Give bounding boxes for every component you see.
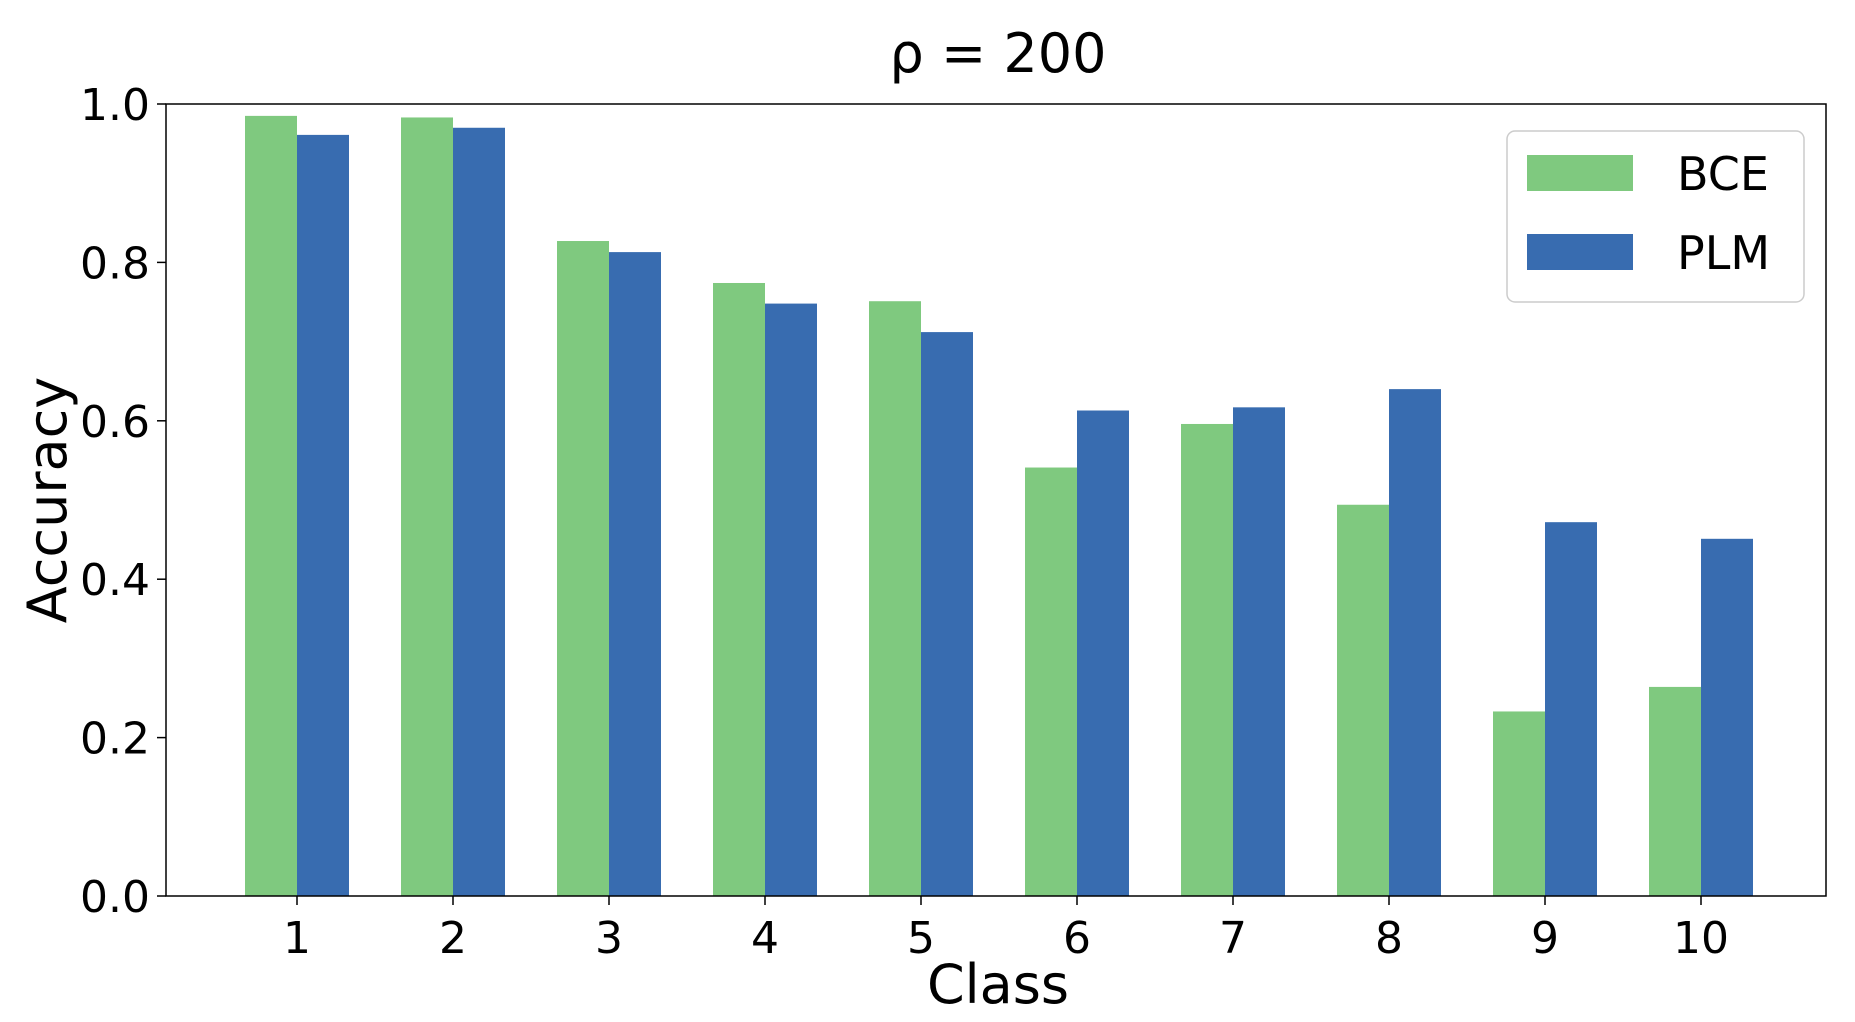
- x-tick-label: 8: [1375, 913, 1403, 964]
- bar-plm-class-5: [921, 332, 973, 896]
- bar-plm-class-8: [1389, 389, 1441, 896]
- bar-bce-class-10: [1649, 686, 1701, 896]
- bars-group: [245, 115, 1753, 897]
- y-tick-label: 0.8: [80, 238, 150, 289]
- bar-bce-class-2: [401, 117, 453, 897]
- legend-swatch-bce: [1527, 155, 1633, 191]
- bar-plm-class-3: [609, 252, 661, 896]
- x-tick-label: 4: [751, 913, 779, 964]
- y-tick-label: 0.6: [80, 397, 150, 448]
- y-axis-label: Accuracy: [16, 377, 79, 624]
- x-tick-label: 7: [1219, 913, 1247, 964]
- legend-label-plm: PLM: [1677, 226, 1770, 280]
- bar-plm-class-1: [297, 134, 349, 896]
- legend-label-bce: BCE: [1677, 147, 1769, 201]
- x-axis-label: Class: [927, 953, 1069, 1016]
- bar-bce-class-4: [713, 282, 765, 896]
- x-tick-label: 6: [1063, 913, 1091, 964]
- plot-frame: [165, 103, 1827, 897]
- y-axis: 0.0 0.2 0.4 0.6 0.8 1.0: [80, 80, 166, 923]
- bar-plm-class-7: [1233, 407, 1285, 896]
- bar-bce-class-3: [557, 241, 609, 897]
- y-tick-label: 0.0: [80, 872, 150, 923]
- x-tick-label: 1: [283, 913, 311, 964]
- chart-title: ρ = 200: [890, 22, 1107, 85]
- bar-plm-class-9: [1545, 522, 1597, 896]
- legend: BCE PLM: [1506, 130, 1805, 303]
- bar-plm-class-10: [1701, 538, 1753, 896]
- x-tick-label: 3: [595, 913, 623, 964]
- bar-bce-class-9: [1493, 711, 1545, 896]
- bar-bce-class-8: [1337, 504, 1389, 896]
- bar-bce-class-1: [245, 115, 297, 896]
- x-tick-label: 9: [1531, 913, 1559, 964]
- bar-plm-class-2: [453, 127, 505, 896]
- x-tick-label: 10: [1673, 913, 1729, 964]
- bar-bce-class-7: [1181, 423, 1233, 896]
- x-tick-label: 2: [439, 913, 467, 964]
- x-axis: 1 2 3 4 5 6 7 8 9 10: [283, 896, 1729, 964]
- bar-plm-class-4: [765, 303, 817, 897]
- y-tick-label: 0.4: [80, 555, 150, 606]
- x-tick-label: 5: [907, 913, 935, 964]
- legend-swatch-plm: [1527, 234, 1633, 270]
- y-tick-label: 0.2: [80, 714, 150, 765]
- bar-bce-class-5: [869, 301, 921, 896]
- y-tick-label: 1.0: [80, 80, 150, 131]
- bar-bce-class-6: [1025, 467, 1077, 896]
- bar-plm-class-6: [1077, 410, 1129, 896]
